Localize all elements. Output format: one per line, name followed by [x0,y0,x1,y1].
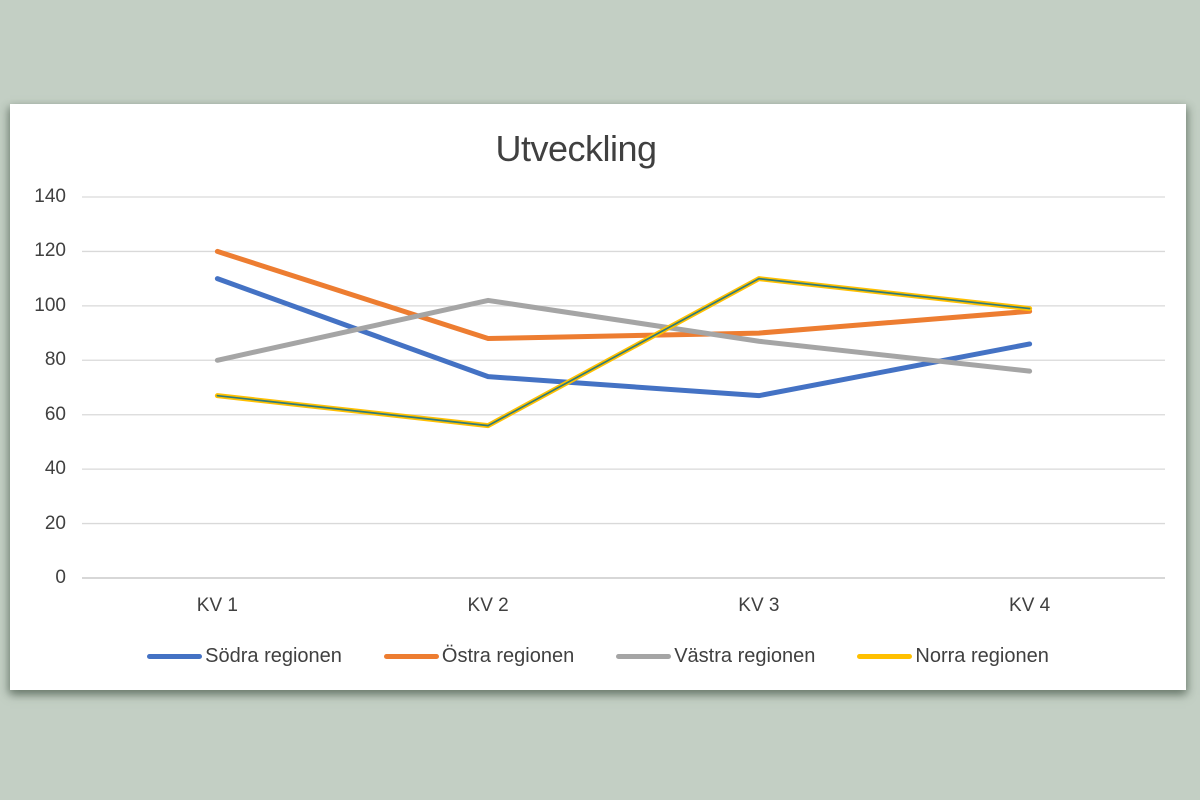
series-line-0 [214,276,1033,399]
legend-label: Norra regionen [915,645,1049,667]
chart-legend: Södra regionen Östra regionen Västra reg… [10,645,1186,668]
legend-item-norra-regionen: Norra regionen [857,645,1049,668]
legend-swatch-icon [147,654,203,659]
legend-label: Östra regionen [441,645,575,667]
chart-title: Utveckling [495,128,657,169]
legend-item-vastra-regionen: Västra regionen [616,645,815,668]
chart-card: Utveckling 0 20 40 60 80 100 120 140 KV 1 KV 2 KV… [10,104,1186,690]
legend-swatch-icon [857,654,913,659]
y-axis-tick-label: 80 [44,349,66,371]
y-axis-tick-label: 40 [44,458,66,480]
legend-label: Södra regionen [205,645,342,667]
x-axis-category-label: KV 3 [738,595,780,616]
y-axis-tick-label: 120 [34,240,66,262]
legend-swatch-icon [616,654,672,659]
x-axis-category-label: KV 4 [1009,595,1051,616]
series-line-1 [214,248,1033,342]
x-axis-category-label: KV 1 [196,595,238,616]
legend-swatch-icon [383,654,439,659]
line-chart-plot [82,196,1165,579]
y-axis-tick-label: 0 [55,567,66,588]
legend-item-sodra-regionen: Södra regionen [147,645,342,668]
series-line-2 [214,297,1033,374]
legend-label: Västra regionen [674,645,816,667]
y-axis-tick-label: 60 [44,403,66,425]
legend-item-ostra-regionen: Östra regionen [383,645,575,668]
x-axis-category-label: KV 2 [467,595,509,616]
y-axis-tick-label: 140 [34,186,66,207]
series-line-core-3 [216,277,1031,427]
y-axis-tick-label: 100 [34,294,66,316]
y-axis-tick-label: 20 [44,512,66,534]
